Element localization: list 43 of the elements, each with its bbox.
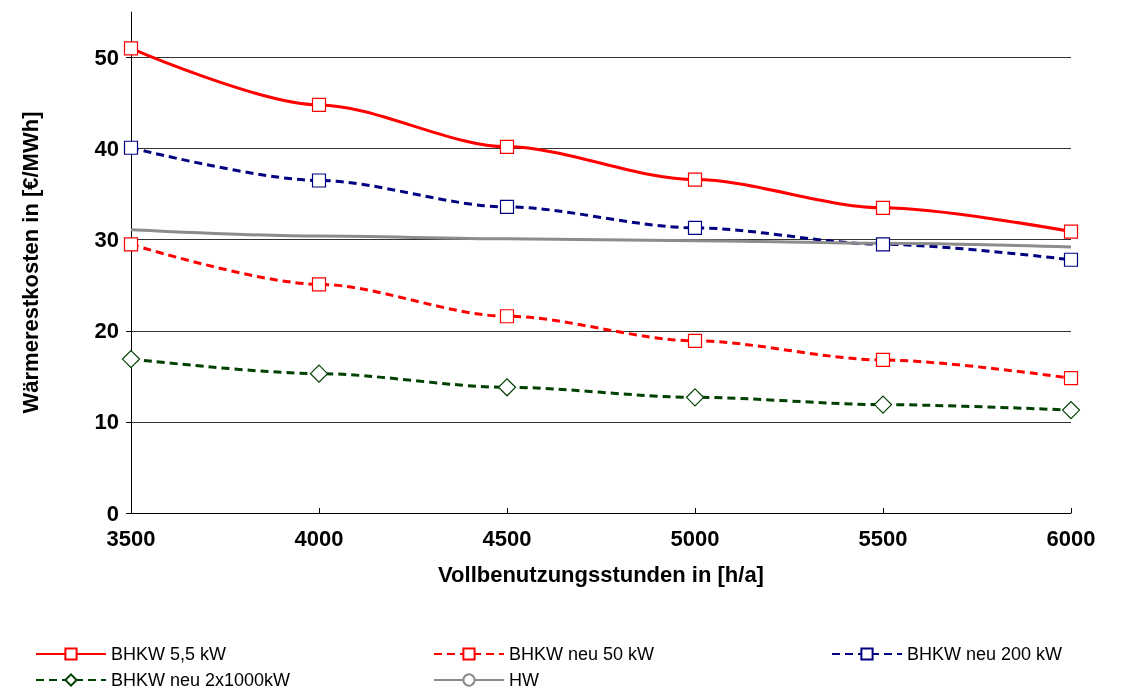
point: [687, 172, 703, 187]
legend-label: BHKW neu 2x1000kW: [111, 670, 291, 690]
point: [311, 97, 327, 113]
point: [1063, 371, 1079, 386]
legend-label: BHKW neu 50 kW: [509, 644, 655, 664]
point: [499, 309, 515, 324]
y-tick-label: 0: [106, 500, 119, 526]
point: [123, 140, 139, 155]
point: [123, 41, 139, 56]
legend-label: HW: [509, 670, 539, 690]
point: [685, 388, 705, 407]
x-tick-label: 6000: [1046, 525, 1096, 551]
point: [123, 237, 139, 252]
y-tick-label: 50: [94, 45, 119, 71]
point: [1061, 400, 1081, 420]
x-tick-label: 5500: [858, 525, 908, 551]
point: [875, 352, 891, 368]
y-axis-title: Wärmerestkosten in [€/MWh]: [17, 111, 43, 414]
point: [873, 395, 893, 414]
legend-label: BHKW 5,5 kW: [111, 644, 227, 664]
point: [309, 364, 329, 383]
x-axis-title: Vollbenutzungsstunden in [h/a]: [438, 561, 764, 587]
x-tick-label: 5000: [670, 525, 720, 551]
y-tick-label: 30: [94, 227, 119, 253]
point: [1063, 224, 1079, 239]
legend-label: BHKW neu 200 kW: [907, 644, 1063, 664]
point: [311, 277, 327, 292]
y-tick-label: 20: [94, 318, 119, 344]
x-tick-label: 4500: [482, 525, 532, 551]
x-tick-label: 4000: [294, 525, 344, 551]
point: [121, 349, 141, 369]
x-tick-label: 3500: [106, 525, 156, 551]
point: [497, 378, 517, 397]
point: [311, 173, 327, 188]
point: [499, 199, 515, 215]
point: [499, 139, 515, 154]
y-tick-label: 40: [94, 136, 119, 162]
y-tick-label: 10: [94, 409, 119, 435]
point: [687, 333, 703, 348]
point: [875, 237, 891, 252]
point: [1063, 252, 1079, 267]
point: [687, 220, 703, 235]
point: [875, 200, 891, 215]
